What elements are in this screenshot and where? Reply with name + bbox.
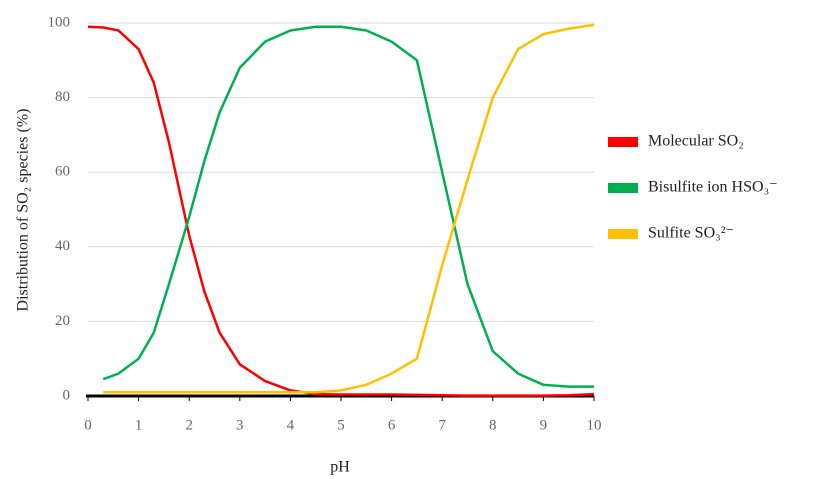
x-axis-label: pH [330,459,350,476]
x-tick-label: 9 [540,417,548,433]
x-tick-label: 5 [337,417,345,433]
series-line [103,25,594,392]
y-axis-label: Distribution of SO₂ species (%) [15,109,32,312]
x-tick-label: 6 [388,417,396,433]
x-tick-label: 8 [489,417,497,433]
series-line [88,27,594,396]
series-line [103,27,594,387]
x-tick-label: 3 [236,417,244,433]
x-tick-label: 0 [84,417,92,433]
x-tick-label: 2 [185,417,193,433]
legend-label: Bisulfite ion HSO₃⁻ [648,179,778,196]
x-tick-label: 7 [438,417,446,433]
legend-marker [608,183,638,193]
legend-label: Molecular SO₂ [648,133,744,150]
chart: pH Distribution of SO₂ species (%) 02040… [0,0,818,479]
y-tick-label: 60 [55,164,70,180]
legend-marker [608,137,638,147]
y-tick-label: 20 [55,313,70,329]
x-tick-label: 4 [287,417,295,433]
x-tick-label: 1 [135,417,143,433]
y-tick-label: 100 [48,14,71,30]
y-tick-label: 40 [55,238,70,254]
legend-marker [608,229,638,239]
y-tick-label: 0 [63,387,71,403]
legend-label: Sulfite SO₃²⁻ [648,225,734,242]
x-tick-label: 10 [587,417,602,433]
y-tick-label: 80 [55,89,70,105]
